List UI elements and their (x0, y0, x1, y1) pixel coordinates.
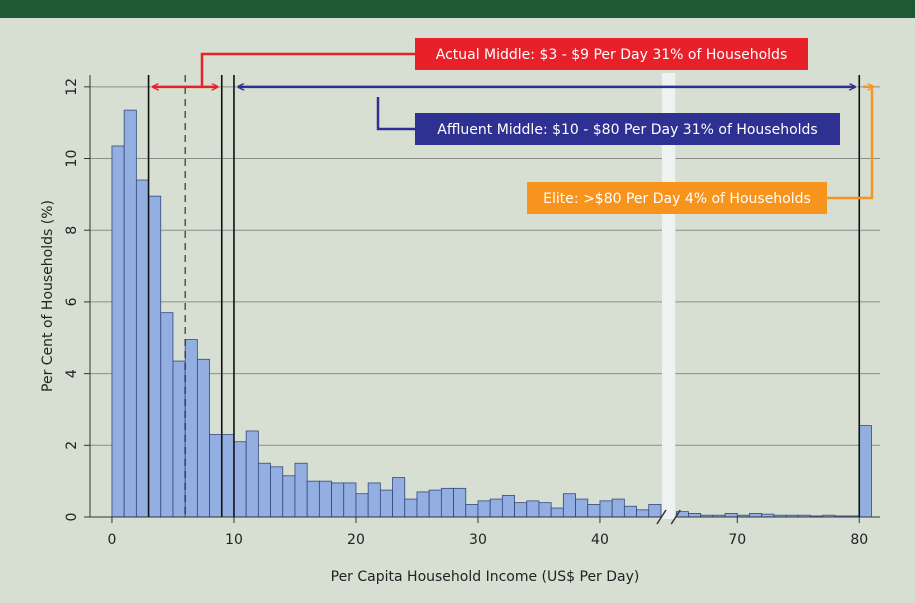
bar (282, 475, 296, 518)
bar (209, 434, 223, 518)
y-tick-label: 8 (64, 226, 80, 235)
connector (827, 88, 874, 200)
header-bar (0, 0, 915, 18)
bar (489, 498, 503, 518)
bar (294, 462, 308, 518)
bar (306, 480, 320, 518)
x-axis-label: Per Capita Household Income (US$ Per Day… (331, 569, 640, 585)
annotation-text: Elite: >$80 Per Day 4% of Households (543, 191, 811, 207)
x-tick-label: 0 (107, 532, 116, 548)
bar (172, 360, 186, 518)
bar (245, 430, 259, 518)
bar (135, 179, 149, 518)
bar (587, 504, 601, 518)
bar (575, 498, 589, 518)
bar (196, 358, 210, 518)
connector (376, 97, 415, 131)
break-mark (656, 509, 681, 525)
connector (200, 52, 415, 87)
bar (148, 195, 162, 518)
bar (688, 513, 702, 518)
bar (111, 145, 125, 518)
bar (123, 109, 137, 518)
bar (428, 489, 442, 518)
bar (477, 500, 491, 518)
annotation-box (415, 113, 840, 145)
y-tick-label: 6 (64, 297, 80, 306)
bar (858, 425, 872, 518)
x-tick-label: 40 (591, 532, 609, 548)
bar (404, 498, 418, 518)
x-tick-label: 70 (728, 532, 746, 548)
bar (465, 504, 479, 518)
bar (538, 502, 552, 518)
bar (355, 493, 369, 518)
bar (562, 493, 576, 518)
y-tick-label: 10 (64, 150, 80, 168)
bar (160, 312, 174, 518)
x-tick-label: 30 (469, 532, 487, 548)
bar (440, 487, 454, 518)
bar (416, 491, 430, 518)
bar (331, 482, 345, 518)
bar (526, 500, 540, 518)
bar (550, 507, 564, 518)
bar (648, 504, 662, 518)
y-tick-label: 0 (64, 513, 80, 522)
x-tick-label: 80 (850, 532, 868, 548)
bar (318, 480, 332, 518)
x-tick-label: 20 (347, 532, 365, 548)
y-tick-label: 2 (64, 441, 80, 450)
bar (379, 489, 393, 518)
annotation-text: Actual Middle: $3 - $9 Per Day 31% of Ho… (436, 47, 788, 63)
bar (221, 434, 235, 518)
bar (343, 482, 357, 518)
annotation-box (527, 182, 827, 214)
bar (724, 513, 738, 518)
annotation-box (415, 38, 808, 70)
x-tick-label: 10 (225, 532, 243, 548)
bar (257, 462, 271, 518)
bar (233, 441, 247, 518)
bar (514, 502, 528, 518)
bar (749, 513, 763, 518)
bar (367, 482, 381, 518)
y-tick-label: 12 (64, 78, 80, 96)
bar (392, 477, 406, 518)
bar (623, 505, 637, 518)
bar (599, 500, 613, 518)
y-axis-label: Per Cent of Households (%) (40, 200, 56, 392)
bar (453, 487, 467, 518)
bar (501, 495, 515, 518)
bar (184, 339, 198, 518)
bar (611, 498, 625, 518)
annotation-text: Affluent Middle: $10 - $80 Per Day 31% o… (437, 122, 817, 138)
bar (270, 466, 284, 518)
y-tick-label: 4 (64, 369, 80, 378)
bar (636, 509, 650, 518)
